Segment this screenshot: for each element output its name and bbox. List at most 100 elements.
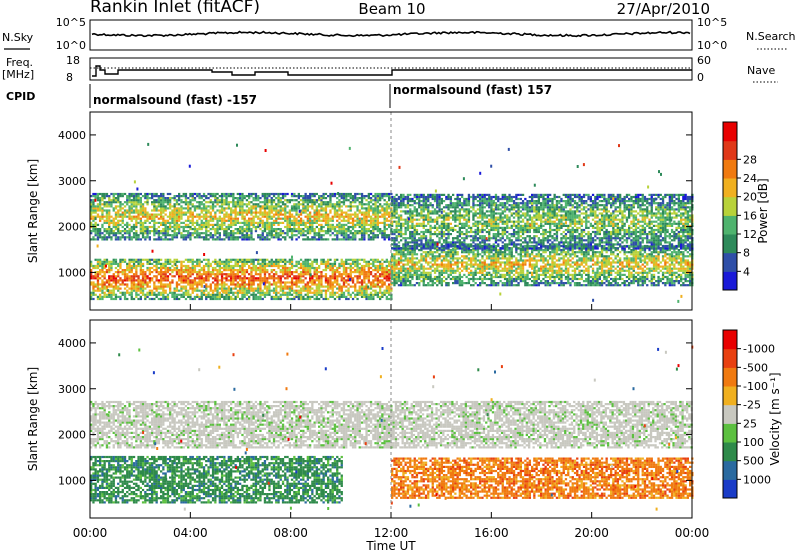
heatmap-cell bbox=[205, 262, 208, 265]
heatmap-cell bbox=[236, 213, 239, 216]
heatmap-cell bbox=[225, 203, 228, 206]
heatmap-cell bbox=[239, 207, 242, 210]
heatmap-cell bbox=[286, 228, 289, 231]
heatmap-cell bbox=[119, 232, 122, 235]
heatmap-cell bbox=[153, 285, 156, 288]
heatmap-cell bbox=[320, 205, 323, 208]
heatmap-cell bbox=[227, 260, 230, 263]
heatmap-cell bbox=[442, 263, 446, 266]
heatmap-cell bbox=[329, 269, 332, 272]
heatmap-cell bbox=[119, 291, 122, 294]
heatmap-cell bbox=[388, 287, 391, 290]
heatmap-cell bbox=[230, 281, 233, 284]
heatmap-cell bbox=[259, 269, 262, 272]
heatmap-cell bbox=[225, 215, 228, 218]
heatmap-cell bbox=[420, 280, 423, 283]
heatmap-cell bbox=[318, 203, 321, 206]
heatmap-cell bbox=[123, 232, 127, 235]
heatmap-cell bbox=[372, 281, 375, 284]
heatmap-cell bbox=[363, 273, 366, 276]
heatmap-cell bbox=[288, 289, 291, 292]
heatmap-cell bbox=[420, 271, 423, 274]
heatmap-cell bbox=[329, 281, 332, 284]
heatmap-cell bbox=[349, 192, 352, 196]
heatmap-cell bbox=[367, 238, 370, 241]
heatmap-cell bbox=[263, 266, 267, 270]
heatmap-cell bbox=[250, 230, 253, 233]
heatmap-cell bbox=[436, 277, 439, 281]
heatmap-cell bbox=[318, 266, 321, 270]
heatmap-cell bbox=[173, 275, 176, 278]
heatmap-cell bbox=[331, 277, 334, 280]
heatmap-cell bbox=[103, 285, 106, 288]
heatmap-cell bbox=[374, 221, 377, 224]
heatmap-cell bbox=[144, 236, 147, 239]
heatmap-cell bbox=[315, 192, 318, 196]
heatmap-cell bbox=[169, 269, 172, 272]
heatmap-cell bbox=[379, 192, 382, 196]
heatmap-cell bbox=[306, 283, 309, 286]
heatmap-cell bbox=[241, 273, 244, 276]
heatmap-cell bbox=[96, 207, 100, 210]
heatmap-cell bbox=[309, 297, 312, 301]
heatmap-cell bbox=[141, 287, 145, 290]
heatmap-cell bbox=[164, 258, 167, 261]
heatmap-cell bbox=[114, 275, 118, 278]
heatmap-cell bbox=[322, 213, 325, 216]
heatmap-cell bbox=[252, 269, 255, 272]
heatmap-cell bbox=[103, 291, 106, 294]
heatmap-cell bbox=[160, 205, 163, 208]
heatmap-cell bbox=[263, 213, 267, 216]
heatmap-cell bbox=[169, 287, 172, 290]
heatmap-cell bbox=[232, 219, 235, 222]
heatmap-cell bbox=[324, 297, 328, 301]
heatmap-cell bbox=[452, 249, 455, 252]
heatmap-cell bbox=[365, 219, 368, 222]
heatmap-cell bbox=[169, 201, 172, 204]
heatmap-cell bbox=[336, 234, 339, 237]
heatmap-cell bbox=[94, 197, 97, 200]
heatmap-cell bbox=[137, 213, 140, 216]
heatmap-cell bbox=[309, 201, 312, 204]
heatmap-cell bbox=[220, 207, 224, 210]
heatmap-cell bbox=[391, 259, 394, 262]
heatmap-cell bbox=[196, 295, 199, 298]
heatmap-cell bbox=[467, 277, 471, 281]
heatmap-cell bbox=[422, 271, 425, 274]
heatmap-cell bbox=[342, 269, 346, 272]
heatmap-cell bbox=[349, 225, 352, 229]
heatmap-cell bbox=[166, 199, 170, 202]
heatmap-cell bbox=[123, 260, 127, 263]
heatmap-cell bbox=[241, 297, 244, 301]
heatmap-cell bbox=[512, 280, 516, 283]
heatmap-cell bbox=[259, 283, 262, 286]
heatmap-cell bbox=[153, 209, 156, 212]
heatmap-cell bbox=[272, 275, 276, 278]
heatmap-cell bbox=[288, 285, 291, 288]
heatmap-cell bbox=[515, 284, 518, 287]
heatmap-cell bbox=[196, 289, 199, 292]
heatmap-cell bbox=[241, 199, 244, 202]
heatmap-cell bbox=[354, 205, 357, 208]
heatmap-cell bbox=[304, 215, 307, 218]
heatmap-cell bbox=[349, 295, 352, 298]
heatmap-cell bbox=[119, 201, 122, 204]
heatmap-cell bbox=[193, 207, 197, 210]
heatmap-cell bbox=[333, 213, 337, 216]
heatmap-cell bbox=[261, 221, 264, 224]
heatmap-cell bbox=[349, 215, 352, 218]
heatmap-cell bbox=[393, 271, 396, 274]
heatmap-cell bbox=[207, 211, 210, 214]
heatmap-cell bbox=[306, 213, 309, 216]
heatmap-cell bbox=[198, 281, 201, 284]
heatmap-cell bbox=[331, 207, 334, 210]
heatmap-cell bbox=[390, 289, 393, 292]
heatmap-cell bbox=[438, 275, 441, 279]
heatmap-cell bbox=[320, 209, 323, 212]
heatmap-cell bbox=[175, 283, 179, 286]
heatmap-cell bbox=[383, 291, 386, 294]
heatmap-cell bbox=[128, 291, 131, 294]
heatmap-cell bbox=[483, 277, 486, 281]
heatmap-cell bbox=[96, 297, 100, 301]
